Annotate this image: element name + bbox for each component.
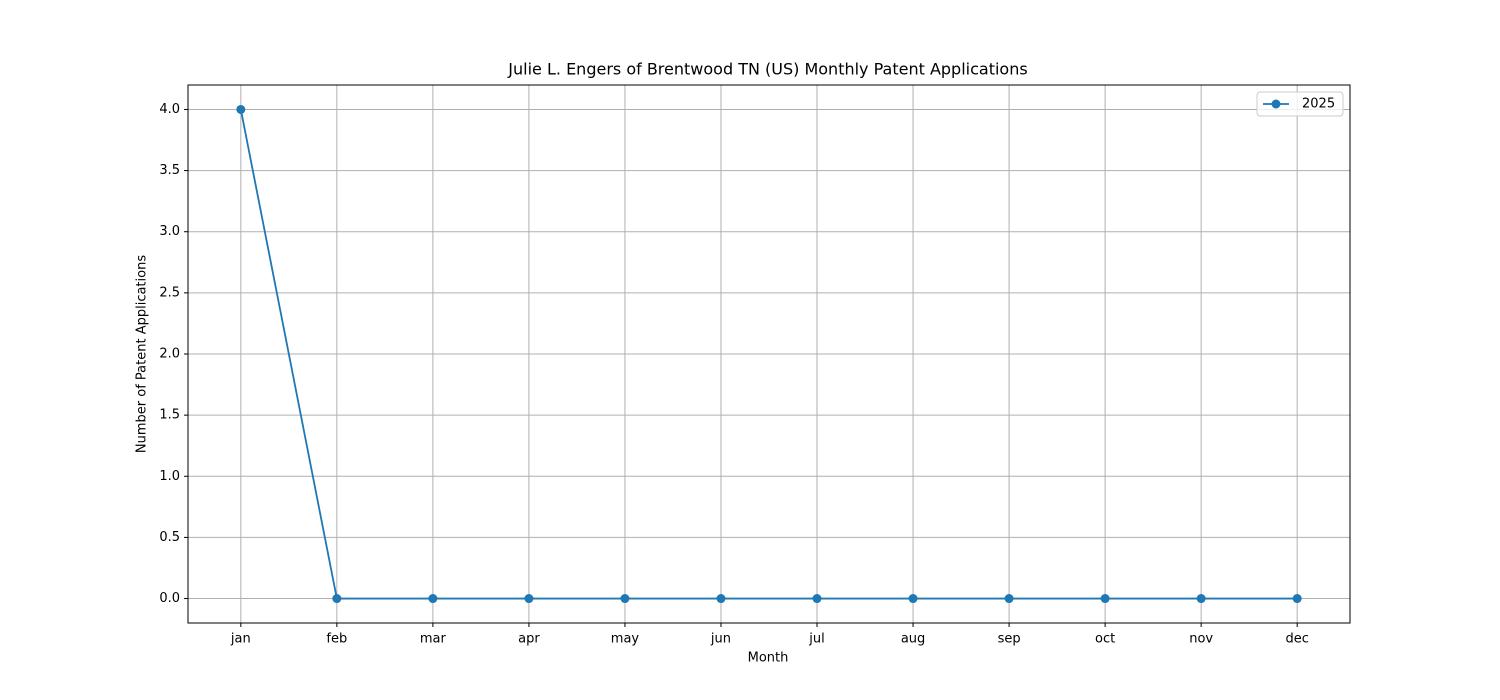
chart: Julie L. Engers of Brentwood TN (US) Mon… (0, 0, 1500, 700)
x-axis-label: Month (748, 651, 789, 666)
x-tick-label: dec (1285, 632, 1308, 647)
y-tick-label: 0.5 (159, 530, 180, 545)
chart-title: Julie L. Engers of Brentwood TN (US) Mon… (507, 60, 1027, 79)
data-point (1197, 594, 1206, 603)
x-tick-label: jun (710, 632, 731, 647)
data-point (524, 594, 533, 603)
x-tick-label: oct (1095, 632, 1115, 647)
y-tick-label: 3.0 (159, 224, 180, 239)
y-tick-label: 0.0 (159, 591, 180, 606)
x-tick-label: may (611, 632, 640, 647)
y-tick-label: 3.5 (159, 163, 180, 178)
data-point (236, 105, 245, 114)
data-point (1005, 594, 1014, 603)
x-tick-label: aug (901, 632, 925, 647)
y-tick-label: 1.0 (159, 469, 180, 484)
y-tick-label: 2.5 (159, 285, 180, 300)
legend-marker (1272, 100, 1281, 109)
data-point (620, 594, 629, 603)
x-tick-label: mar (420, 632, 447, 647)
y-axis-label: Number of Patent Applications (135, 255, 150, 453)
data-point (332, 594, 341, 603)
y-tick-label: 4.0 (159, 102, 180, 117)
y-tick-label: 1.5 (159, 408, 180, 423)
data-point (813, 594, 822, 603)
x-tick-label: jul (808, 632, 824, 647)
x-tick-label: apr (518, 632, 540, 647)
x-tick-label: sep (998, 632, 1021, 647)
data-point (1101, 594, 1110, 603)
data-point (1293, 594, 1302, 603)
data-point (716, 594, 725, 603)
legend-label: 2025 (1302, 97, 1335, 112)
x-tick-label: jan (230, 632, 251, 647)
data-point (909, 594, 918, 603)
x-tick-label: feb (326, 632, 347, 647)
data-point (428, 594, 437, 603)
page: Julie L. Engers of Brentwood TN (US) Mon… (0, 0, 1500, 700)
y-tick-label: 2.0 (159, 347, 180, 362)
x-tick-label: nov (1189, 632, 1213, 647)
